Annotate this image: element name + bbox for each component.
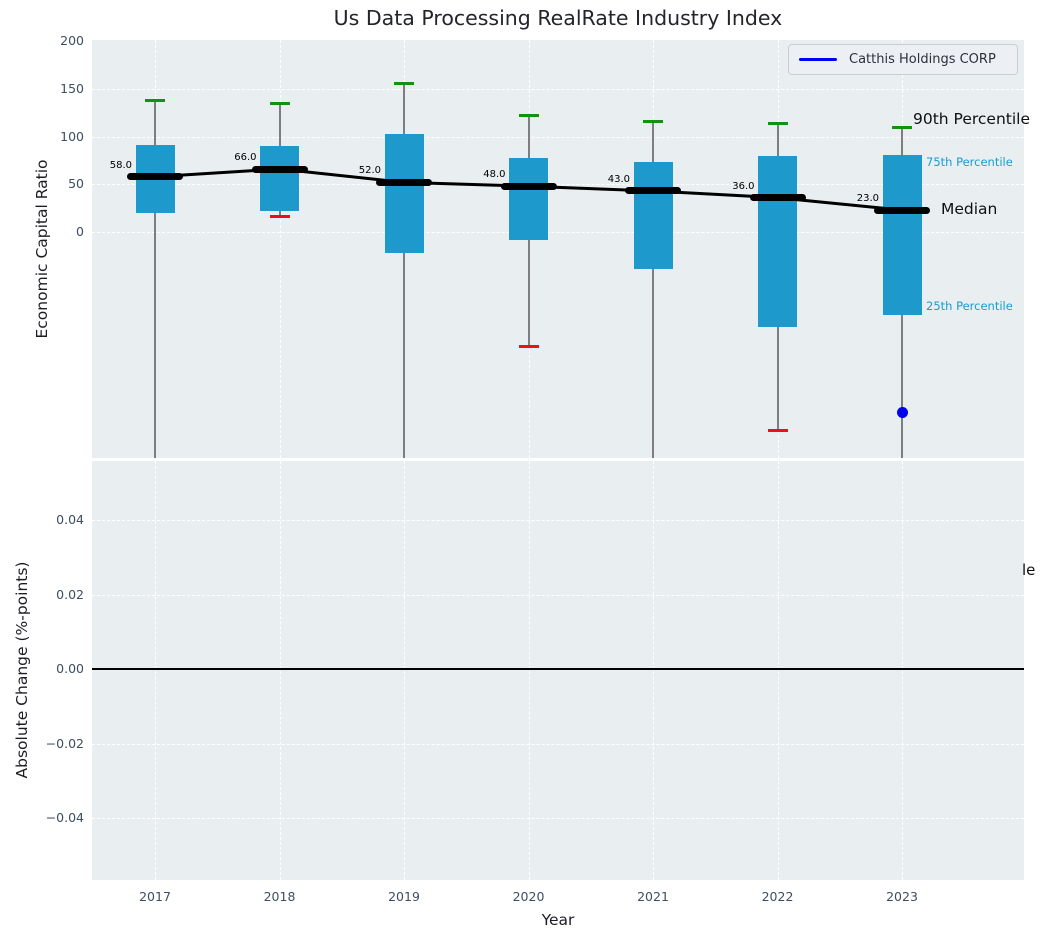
gridline-horizontal xyxy=(92,594,1024,596)
bottom-y-tick-label: 0.04 xyxy=(56,512,84,527)
annotation-25th-percentile: 25th Percentile xyxy=(926,299,1013,313)
gridline-horizontal xyxy=(92,184,1024,186)
gridline-horizontal xyxy=(92,818,1024,819)
top-y-tick-label: 0 xyxy=(76,224,84,239)
bottom-panel xyxy=(92,461,1024,880)
annotation-90th-percentile: 90th Percentile xyxy=(913,110,1031,128)
median-value-label: 52.0 xyxy=(358,165,381,177)
whisker xyxy=(154,100,156,458)
gridline-vertical xyxy=(279,461,281,880)
median-value-label: 36.0 xyxy=(732,180,755,192)
gridline-vertical xyxy=(902,461,903,880)
bottom-y-tick-label: −0.02 xyxy=(45,735,84,751)
median-value-label: 23.0 xyxy=(856,193,879,205)
x-tick-label: 2023 xyxy=(886,889,918,904)
legend-line-swatch-icon xyxy=(799,58,837,61)
whisker xyxy=(403,83,405,458)
whisker-cap-90th xyxy=(394,81,414,85)
median-value-label: 66.0 xyxy=(234,152,257,164)
box-iqr xyxy=(384,133,424,253)
box-iqr xyxy=(509,157,548,240)
x-tick-label: 2021 xyxy=(637,889,669,904)
x-tick-label: 2018 xyxy=(263,889,296,904)
annotation-75th-percentile: 75th Percentile xyxy=(926,155,1013,169)
whisker-cap-90th xyxy=(767,121,788,125)
box-iqr xyxy=(758,155,797,328)
top-y-tick-label: 100 xyxy=(60,128,84,144)
box-iqr xyxy=(882,154,922,315)
bottom-y-tick-label: 0.00 xyxy=(56,661,84,676)
whisker-cap-90th xyxy=(145,98,165,102)
gridline-vertical xyxy=(279,40,281,458)
company-data-point xyxy=(896,406,908,418)
whisker xyxy=(652,121,654,458)
box-iqr xyxy=(633,162,673,270)
gridline-horizontal xyxy=(92,743,1024,745)
gridline-vertical xyxy=(404,461,405,880)
bottom-y-tick-label: −0.04 xyxy=(45,810,84,825)
gridline-horizontal xyxy=(92,88,1024,90)
top-y-tick-label: 50 xyxy=(68,176,84,192)
gridline-vertical xyxy=(528,461,530,880)
median-value-label: 58.0 xyxy=(109,159,132,171)
x-axis-label: Year xyxy=(541,911,575,929)
gridline-horizontal xyxy=(92,136,1024,138)
top-y-tick-label: 150 xyxy=(60,80,84,96)
chart-title: Us Data Processing RealRate Industry Ind… xyxy=(333,6,783,30)
whisker-cap-90th xyxy=(892,125,912,129)
whisker-cap-90th xyxy=(518,114,539,118)
zero-line xyxy=(92,668,1024,670)
whisker-cap-90th xyxy=(269,101,290,105)
whisker-cap-10th xyxy=(767,428,788,432)
bottom-y-axis-label: Absolute Change (%-points) xyxy=(13,561,31,779)
top-panel: 58.0 66.0 52.0 48.0 43.0 36.0 23.0 xyxy=(92,40,1024,458)
annotation-median: Median xyxy=(941,200,998,218)
gridline-horizontal xyxy=(92,232,1024,233)
x-tick-label: 2019 xyxy=(388,889,420,904)
gridline-vertical xyxy=(777,461,779,880)
whisker-cap-10th xyxy=(518,344,539,348)
x-tick-label: 2017 xyxy=(139,889,171,904)
x-tick-label: 2020 xyxy=(512,889,545,904)
gridline-horizontal xyxy=(92,520,1024,521)
top-y-tick-label: 200 xyxy=(60,33,84,49)
x-tick-label: 2022 xyxy=(761,889,794,904)
median-value-label: 48.0 xyxy=(483,169,506,181)
annotation-clipped-percentile: le xyxy=(1022,561,1036,579)
whisker-cap-10th xyxy=(269,215,290,219)
median-trend-line xyxy=(154,167,903,212)
legend-label: Catthis Holdings CORP xyxy=(849,52,996,67)
whisker-cap-90th xyxy=(643,119,663,123)
gridline-vertical xyxy=(653,461,654,880)
gridline-vertical xyxy=(155,461,156,880)
bottom-y-tick-label: 0.02 xyxy=(56,586,84,602)
box-iqr xyxy=(260,146,299,211)
legend: Catthis Holdings CORP xyxy=(788,44,1018,75)
median-value-label: 43.0 xyxy=(607,173,630,185)
